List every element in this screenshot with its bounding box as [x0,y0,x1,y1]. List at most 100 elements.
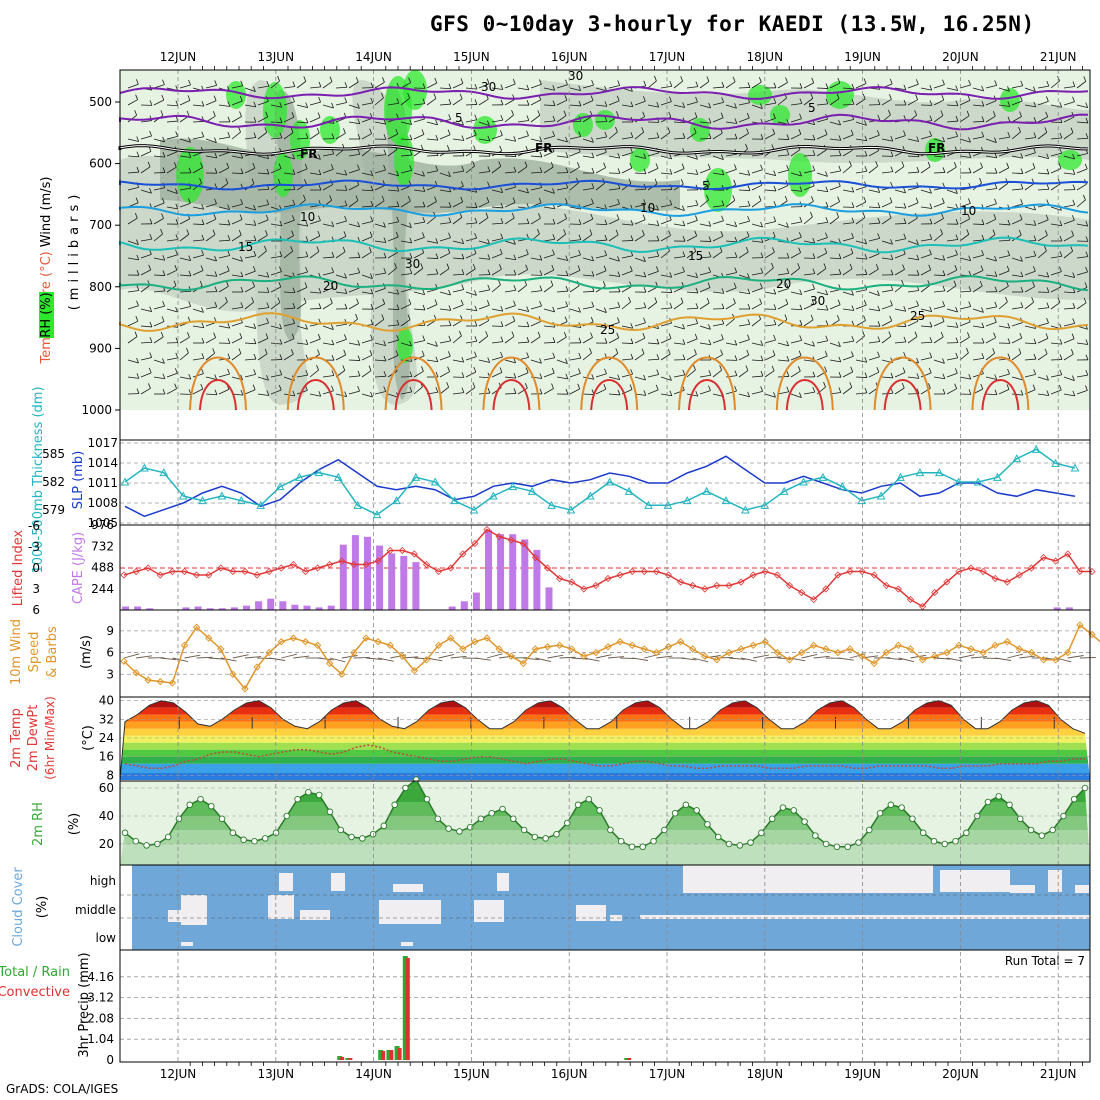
wind-barb [881,320,892,327]
wind-barb [608,218,620,225]
cape-tick-label: 976 [91,518,114,532]
wind-barb-flag [292,169,296,175]
wind-barb-flag [812,283,815,290]
wind-barb [751,390,763,395]
wind-barb-flag [721,169,725,176]
thickness-point [779,486,789,495]
wind-barb [582,352,592,361]
wind-barb-flag [290,349,294,355]
rh2m-point [240,836,247,844]
wind-barb [296,271,308,276]
wind-barb [218,136,230,140]
wind10m-barb [958,654,975,659]
wind-barb [933,115,944,123]
wind-barb [205,100,217,106]
wind-barb-flag [383,340,387,346]
wind-barb-flag [1046,317,1049,324]
wind-barb [725,287,737,293]
wind-barb [374,223,386,228]
wind-barb-flag [539,358,542,364]
lifted-index-point [144,564,152,572]
wind-barb [153,218,164,225]
temp-color-band [120,749,1090,757]
wind-barb-flag [1018,229,1022,236]
wind-barb [231,234,242,242]
wind-barb [387,172,399,177]
wind-barb [439,371,450,378]
wind-barb [452,138,464,141]
rh2m-point [1017,815,1024,823]
temp-tick-label: 32 [99,712,114,726]
wind-barb-flag [473,129,477,136]
wind-barb-flag [499,248,503,255]
wind-barb-flag [734,339,738,346]
wind10m-barb [1067,655,1084,659]
wind-barb [153,99,164,106]
lifted-index-point [301,567,310,576]
wind-barb [634,307,646,310]
wind-barb [309,101,321,106]
wind-barb-flag [136,285,140,291]
lifted-index-point [1027,564,1036,572]
wind-barb-flag [590,95,594,101]
wind-barb-flag [1018,348,1022,354]
wind-barb-flag [734,133,738,139]
wind-barb [829,342,841,347]
wind-barb-flag [240,374,243,380]
wind-barb-flag [409,371,413,377]
wind-barb [920,308,932,313]
wind-barb-flag [564,95,568,101]
lifted-index-point [265,567,273,576]
wind-barb [855,170,867,174]
wind10m-barb [269,657,286,661]
thickness-point [527,486,537,495]
wind-barb [153,84,165,89]
wind-barb-flag [706,194,709,201]
wind-barb [478,98,489,106]
wind-barb-flag [279,220,283,226]
wind-barb [686,220,698,225]
wind-barb-flag [434,299,438,305]
wind-barb-flag [201,250,204,256]
wind-barb-flag [487,269,491,275]
wind-barb [413,291,425,296]
wind-barb [764,189,776,192]
wind-barb-flag [864,357,868,363]
wind-barb [608,306,620,310]
wind-barb [686,101,698,106]
wind-barb [595,182,605,191]
cape-bar [243,605,250,610]
wind-barb [738,220,750,225]
wind-barb-flag [656,101,660,108]
wind-barb [1037,393,1049,396]
wind-barb [998,301,1008,310]
wind-barb-flag [914,331,918,337]
wind-barb-flag [643,168,647,174]
wind10m-barb [934,657,951,660]
cloud-middle-block [640,915,1090,919]
wind-barb [803,185,815,191]
wind10m-point [616,638,624,646]
wind-barb-flag [213,214,217,220]
wind-barb [335,393,347,398]
wind10m-point [640,645,649,653]
wind-barb [283,291,296,294]
wind-barb-flag [162,79,165,85]
wind-barb [348,390,360,395]
wind-barb [816,172,828,177]
wind-barb-flag [929,233,933,240]
wind-barb [374,288,386,293]
wind-barb [647,389,659,395]
wind-barb [452,319,463,327]
wind-barb [972,87,984,92]
wind-barb [257,322,269,327]
wind-barb [699,168,711,174]
wind-barb-flag [615,348,619,354]
wind-barb [452,359,464,363]
wind-barb-flag [786,149,790,155]
wind-barb-flag [253,86,256,92]
thickness-point [954,477,964,486]
wind-barb [907,138,919,142]
wind-barb [348,287,360,293]
wind-barb-flag [643,374,646,381]
